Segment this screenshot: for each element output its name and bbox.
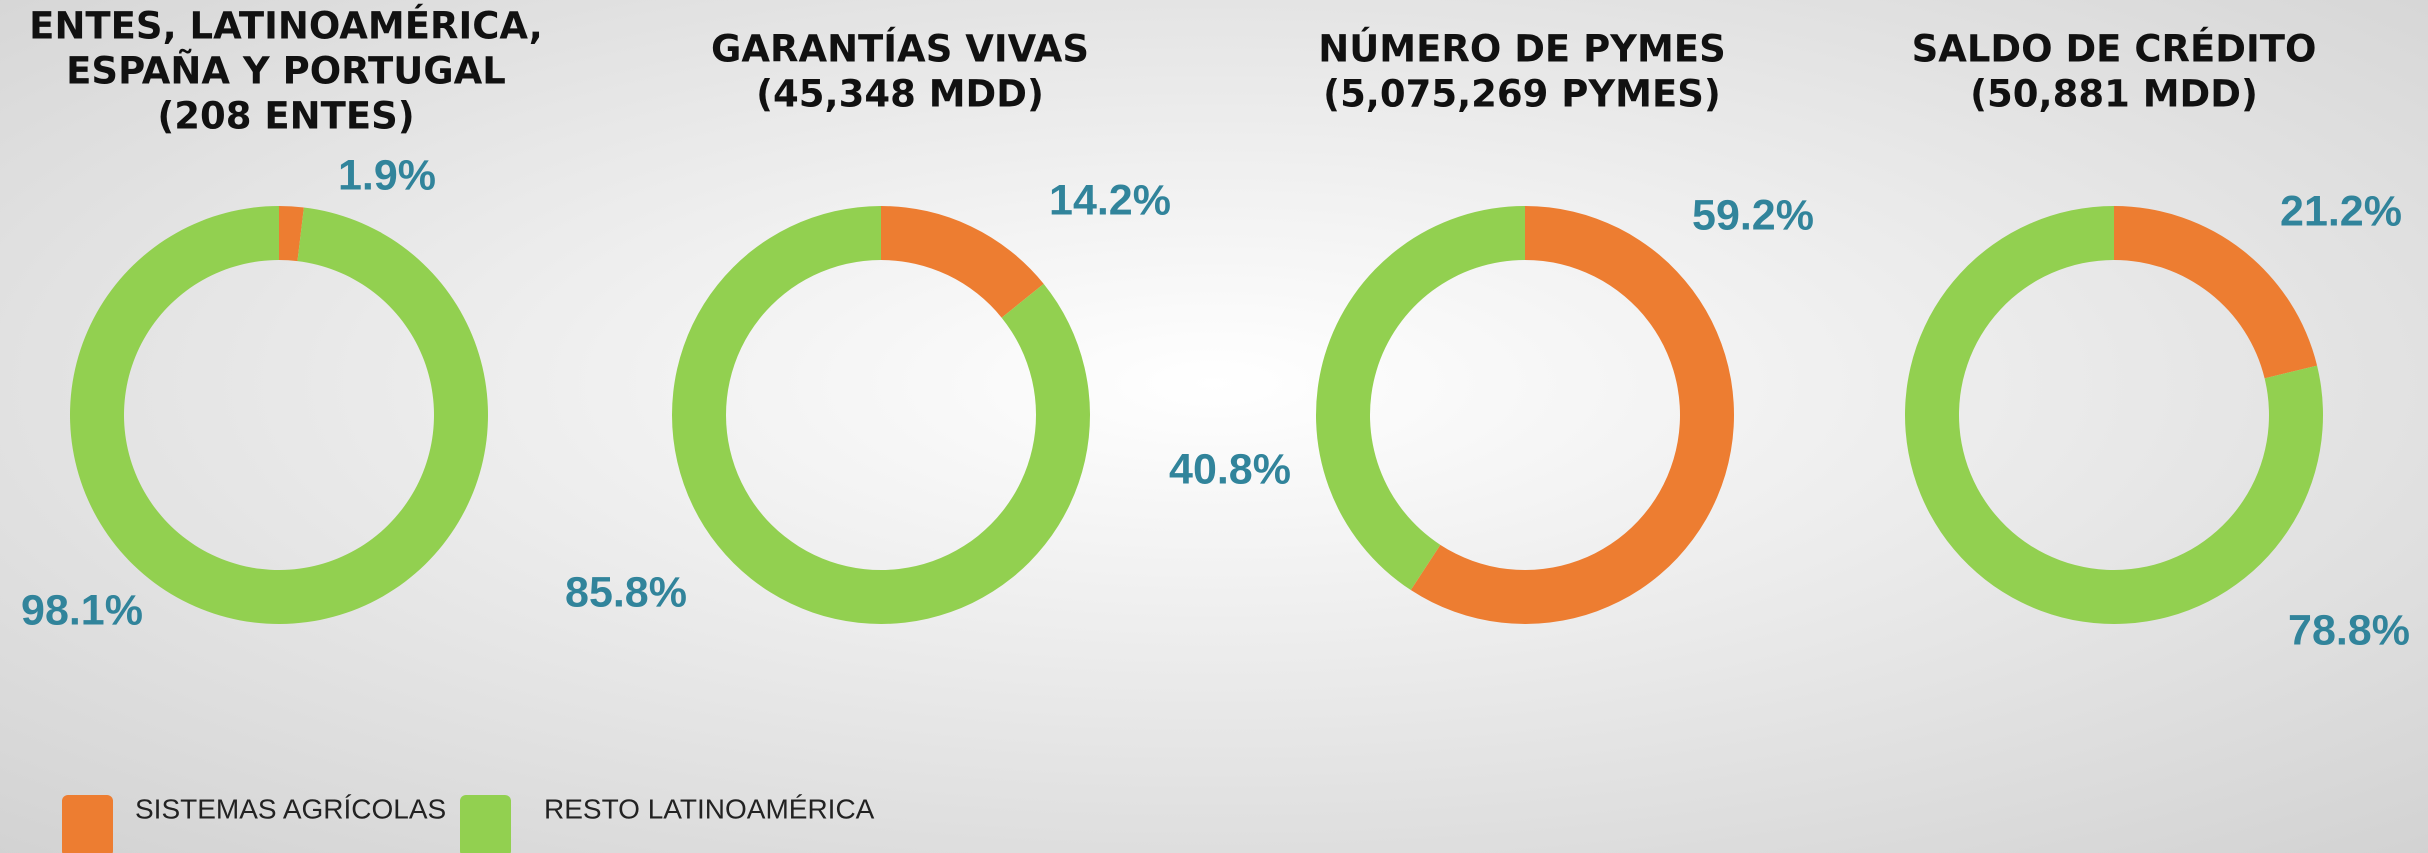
data-label: 21.2% <box>2280 187 2402 235</box>
donut-segment <box>1410 206 1735 624</box>
donut-segment <box>1316 206 1525 591</box>
legend-label: SISTEMAS AGRÍCOLAS <box>135 793 446 824</box>
chart-title: (5,075,269 PYMES) <box>1323 73 1721 116</box>
data-label: 78.8% <box>2288 606 2410 654</box>
chart-title: GARANTÍAS VIVAS <box>711 27 1089 71</box>
chart-title: NÚMERO DE PYMES <box>1318 27 1725 71</box>
data-label: 40.8% <box>1169 445 1291 493</box>
chart-title: (208 ENTES) <box>157 95 414 138</box>
chart-title: (50,881 MDD) <box>1970 73 2258 116</box>
donut-segment <box>2114 206 2318 379</box>
data-label: 98.1% <box>21 586 143 634</box>
chart-title: ENTES, LATINOAMÉRICA, <box>29 4 543 48</box>
legend-swatch <box>62 795 113 853</box>
data-label: 85.8% <box>565 568 687 616</box>
data-label: 1.9% <box>338 151 436 199</box>
legend-label: RESTO LATINOAMÉRICA <box>544 793 875 824</box>
chart-title: SALDO DE CRÉDITO <box>1912 27 2317 71</box>
chart-title: (45,348 MDD) <box>756 73 1044 116</box>
data-label: 59.2% <box>1692 191 1814 239</box>
data-label: 14.2% <box>1049 176 1171 224</box>
chart-title: ESPAÑA Y PORTUGAL <box>66 49 506 93</box>
donut-segment <box>881 206 1044 318</box>
donut-segment <box>279 206 304 262</box>
legend-swatch <box>460 795 511 853</box>
